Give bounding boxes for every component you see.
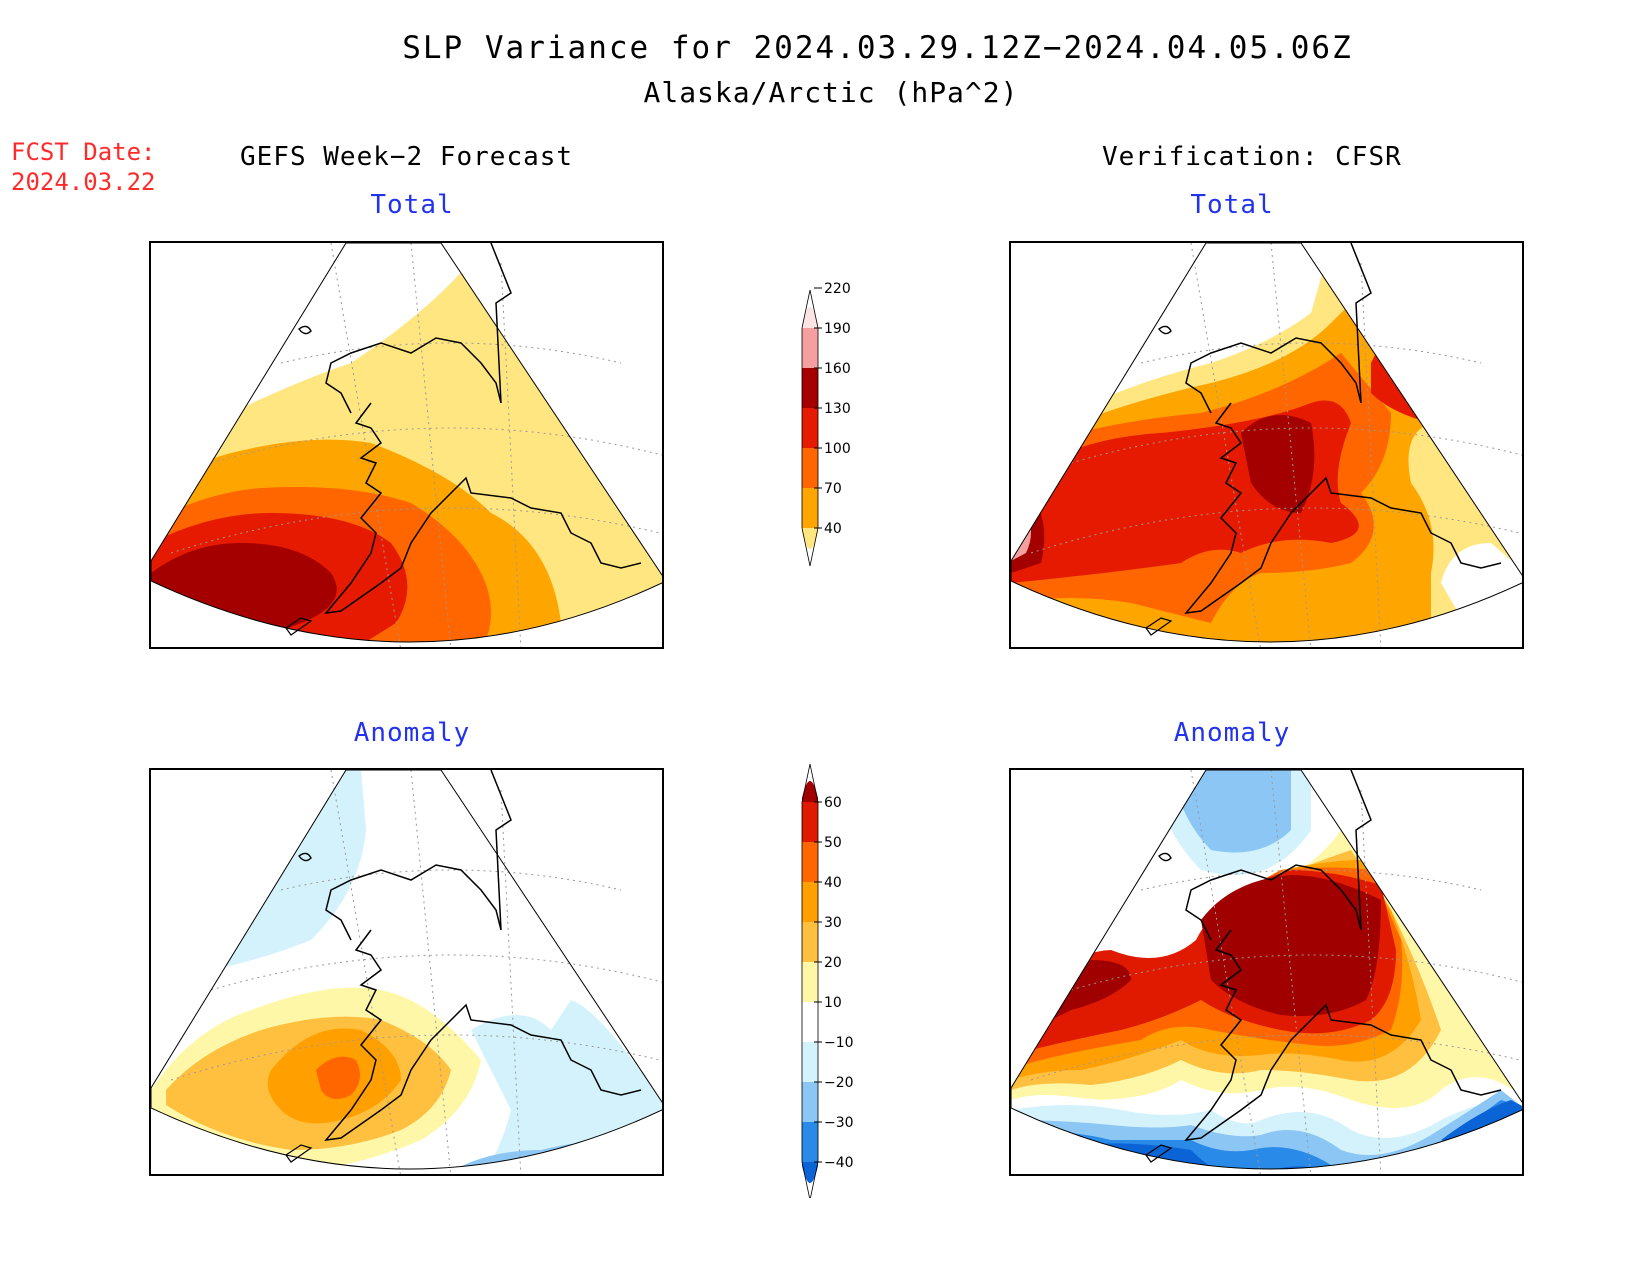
coastline-alaska <box>1184 770 1502 1141</box>
colorbar-swatch <box>802 528 818 549</box>
colorbar-tick-label: 130 <box>824 401 851 417</box>
colorbar-swatch <box>802 307 818 328</box>
colorbar-anomaly: −40 −30 −20 −10 10 20 30 40 50 60 <box>801 763 854 1198</box>
colorbar-swatch <box>802 328 818 368</box>
colorbar-swatch <box>802 408 818 448</box>
forecast-date-value: 2024.03.22 <box>11 168 156 196</box>
colorbar-swatch <box>802 922 818 962</box>
colorbar-swatch <box>802 962 818 1002</box>
map-verification-anomaly-canvas <box>1011 770 1522 1174</box>
chart-title: SLP Variance for 2024.03.29.12Z−2024.04.… <box>402 30 1353 66</box>
chart-subtitle: Alaska/Arctic (hPa^2) <box>643 76 1019 109</box>
colorbar-tick-label: 40 <box>824 521 842 537</box>
panel-title-verification-anomaly: Anomaly <box>1173 718 1291 748</box>
colorbar-total: 40 70 100 130 160 190 220 <box>801 281 851 567</box>
colorbar-tick-label: 70 <box>824 481 842 497</box>
colorbar-tick-label: 50 <box>824 835 842 851</box>
colorbar-swatch <box>802 1162 818 1183</box>
colorbar-tick-label: 30 <box>824 915 842 931</box>
colorbar-tick-label: 10 <box>824 995 842 1011</box>
panel-title-forecast-total: Total <box>370 190 454 220</box>
map-forecast-total <box>149 241 664 649</box>
colorbar-swatch <box>802 882 818 922</box>
map-verification-total <box>1009 241 1524 649</box>
colorbar-swatch <box>802 368 818 408</box>
colorbar-tick-label: −40 <box>824 1155 854 1171</box>
colorbar-swatch <box>802 448 818 488</box>
map-verification-total-canvas <box>1011 243 1522 647</box>
colorbar-swatch <box>802 488 818 528</box>
colorbar-swatch <box>802 1002 818 1042</box>
map-forecast-anomaly-canvas <box>151 770 662 1174</box>
contour-40 <box>316 1056 360 1099</box>
colorbar-swatch <box>802 1122 818 1162</box>
coastline-alaska <box>1184 243 1502 614</box>
map-forecast-anomaly <box>149 768 664 1176</box>
contour-minus20-north <box>1171 770 1291 853</box>
colorbar-tick-label: 220 <box>824 281 851 297</box>
panel-title-verification-total: Total <box>1190 190 1274 220</box>
map-forecast-total-canvas <box>151 243 662 647</box>
colorbar-tick-label: −20 <box>824 1075 854 1091</box>
panel-title-forecast-anomaly: Anomaly <box>353 718 471 748</box>
colorbar-tick-label: 160 <box>824 361 851 377</box>
colorbar-tick-label: 40 <box>824 875 842 891</box>
colorbar-tick-label: 60 <box>824 795 842 811</box>
colorbar-tick-label: 190 <box>824 321 851 337</box>
forecast-column-header: GEFS Week−2 Forecast <box>240 142 574 172</box>
colorbar-tick-label: −10 <box>824 1035 854 1051</box>
coastline-alaska <box>324 770 642 1141</box>
colorbar-tick-label: −30 <box>824 1115 854 1131</box>
colorbar-swatch <box>802 1082 818 1122</box>
contour-minus40 <box>1071 1100 1522 1169</box>
colorbar-swatch <box>802 842 818 882</box>
colorbar-tick-label: 100 <box>824 441 851 457</box>
contour-60 <box>1011 875 1381 1040</box>
colorbar-swatch <box>802 781 818 802</box>
forecast-date-label: FCST Date: <box>11 138 156 166</box>
contour-160 <box>1241 415 1315 513</box>
verification-column-header: Verification: CFSR <box>1102 142 1402 172</box>
colorbar-swatch <box>802 1042 818 1082</box>
colorbar-swatch <box>802 802 818 842</box>
coastline-alaska <box>324 243 642 614</box>
colorbar-tick-label: 20 <box>824 955 842 971</box>
map-verification-anomaly <box>1009 768 1524 1176</box>
